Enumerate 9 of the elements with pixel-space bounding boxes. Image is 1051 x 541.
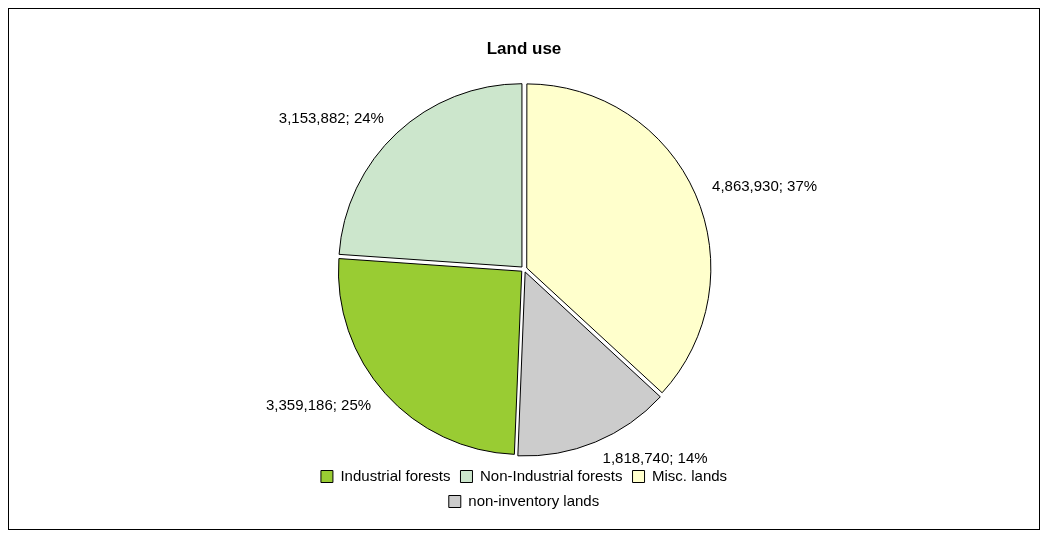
data-label: 3,153,882; 24% bbox=[278, 109, 384, 127]
legend-label: Industrial forests bbox=[340, 466, 451, 484]
legend-label: Misc. lands bbox=[652, 466, 728, 484]
data-label: 4,863,930; 37% bbox=[712, 176, 818, 194]
legend-label: Non-Industrial forests bbox=[479, 466, 623, 484]
chart-title: Land use bbox=[486, 38, 562, 58]
data-label: 3,359,186; 25% bbox=[266, 396, 372, 414]
data-label: 1,818,740; 14% bbox=[602, 449, 708, 467]
legend-label: non-inventory lands bbox=[468, 491, 600, 509]
